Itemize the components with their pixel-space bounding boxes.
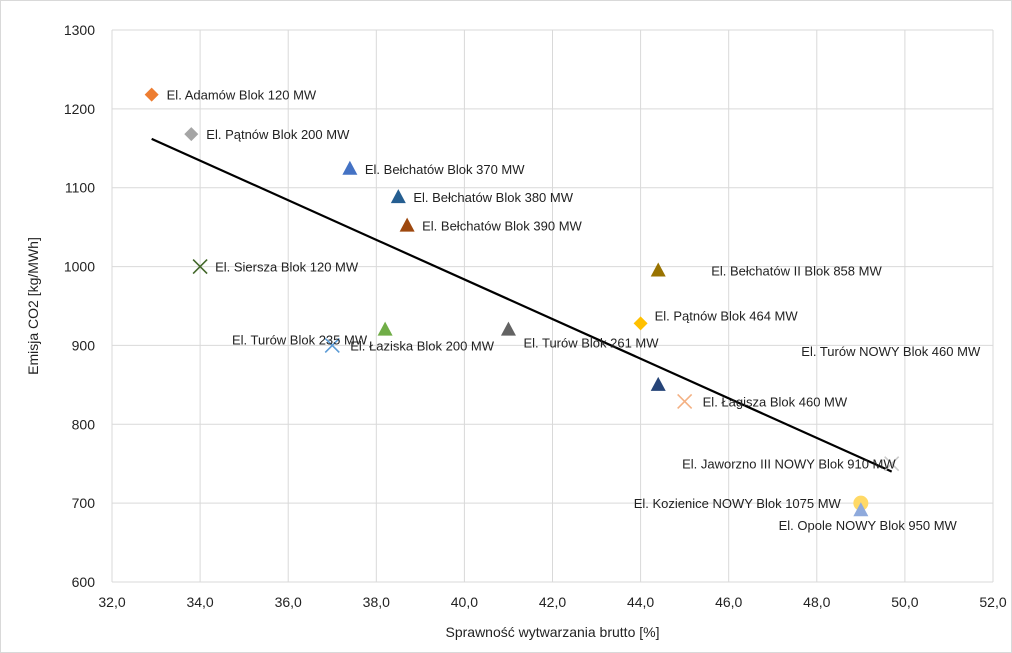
x-marker xyxy=(884,456,900,472)
data-label: El. Bełchatów Blok 370 MW xyxy=(365,162,525,177)
x-tick-label: 40,0 xyxy=(451,594,478,610)
diamond-marker xyxy=(144,87,159,102)
x-tick-label: 44,0 xyxy=(627,594,654,610)
gridlines xyxy=(111,29,994,583)
data-label: El. Adamów Blok 120 MW xyxy=(167,88,317,103)
data-label: El. Turów Blok 235 MW xyxy=(232,333,368,348)
y-tick-label: 900 xyxy=(72,337,96,353)
data-label: El. Turów Blok 261 MW xyxy=(523,336,659,351)
x-marker xyxy=(677,393,693,409)
y-tick-label: 1300 xyxy=(64,22,95,38)
data-label: El. Kozienice NOWY Blok 1075 MW xyxy=(634,496,842,511)
triangle-marker xyxy=(853,502,869,517)
x-tick-label: 50,0 xyxy=(891,594,918,610)
y-axis-ticks: 600 700 800 900 1000 1100 1200 1300 xyxy=(64,22,95,590)
y-tick-label: 1200 xyxy=(64,101,95,117)
x-marker xyxy=(324,337,340,353)
data-labels: El. Adamów Blok 120 MW El. Pątnów Blok 20… xyxy=(167,88,981,534)
triangle-marker xyxy=(399,217,415,232)
x-tick-label: 52,0 xyxy=(979,594,1006,610)
trendline-group xyxy=(151,137,893,473)
x-axis-ticks: 32,0 34,0 36,0 38,0 40,0 42,0 44,0 46,0 48,0 50,0… xyxy=(98,594,1006,610)
y-tick-label: 1100 xyxy=(65,180,95,196)
y-tick-label: 1000 xyxy=(64,259,95,275)
triangle-marker xyxy=(342,160,358,175)
x-tick-label: 46,0 xyxy=(715,594,742,610)
data-label: El. Łagisza Blok 460 MW xyxy=(703,394,848,409)
x-tick-label: 42,0 xyxy=(539,594,566,610)
data-label: El. Pątnów Blok 200 MW xyxy=(206,127,350,142)
diamond-marker xyxy=(633,316,648,331)
triangle-marker xyxy=(390,189,406,204)
x-marker xyxy=(192,259,208,275)
x-tick-label: 34,0 xyxy=(186,594,213,610)
triangle-marker xyxy=(500,321,516,336)
x-tick-label: 38,0 xyxy=(363,594,390,610)
y-axis-title: Emisja CO2 [kg/MWh] xyxy=(25,237,41,375)
data-label: El. Łaziska Blok 200 MW xyxy=(350,338,495,353)
data-label: El. Bełchatów II Blok 858 MW xyxy=(711,264,882,279)
y-tick-label: 800 xyxy=(72,416,96,432)
x-tick-label: 48,0 xyxy=(803,594,830,610)
data-points xyxy=(144,87,900,517)
data-label: El. Bełchatów Blok 390 MW xyxy=(422,219,582,234)
trendline xyxy=(151,137,893,473)
triangle-marker xyxy=(377,321,393,336)
data-label: El. Siersza Blok 120 MW xyxy=(215,260,359,275)
data-label: El. Jaworzno III NOWY Blok 910 MW xyxy=(682,457,896,472)
triangle-marker xyxy=(650,262,666,277)
data-label: El. Opole NOWY Blok 950 MW xyxy=(779,518,958,533)
y-tick-label: 700 xyxy=(72,495,96,511)
triangle-marker xyxy=(650,376,666,391)
x-tick-label: 32,0 xyxy=(98,594,125,610)
y-tick-label: 600 xyxy=(72,574,96,590)
data-label: El. Turów NOWY Blok 460 MW xyxy=(801,344,981,359)
diamond-marker xyxy=(184,127,199,142)
data-label: El. Bełchatów Blok 380 MW xyxy=(413,190,573,205)
x-axis-title: Sprawność wytwarzania brutto [%] xyxy=(446,624,660,640)
data-label: El. Pątnów Blok 464 MW xyxy=(655,308,799,323)
x-tick-label: 36,0 xyxy=(275,594,302,610)
